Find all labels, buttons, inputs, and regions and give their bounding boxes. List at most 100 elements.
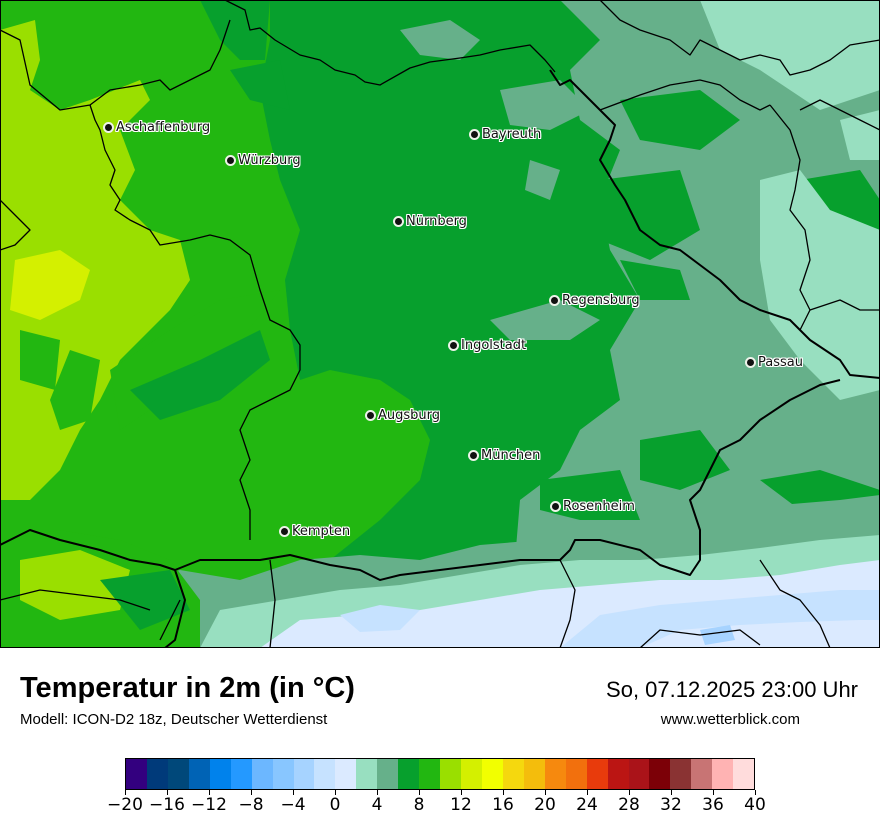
temperature-map: Aschaffenburg Würzburg Bayreuth Nürnberg… [0,0,880,648]
colorbar-tick-label: 24 [576,795,598,815]
city-marker-kempten: Kempten [279,524,350,539]
colorbar-tick [628,790,630,795]
city-label: Regensburg [562,293,640,308]
city-dot-icon [745,357,756,368]
colorbar-tick-label: −4 [280,795,306,815]
colorbar-tick [334,790,336,795]
colorbar-tick [166,790,168,795]
colorbar-tick-label: 36 [702,795,724,815]
city-dot-icon [448,340,459,351]
map-title: Temperatur in 2m (in °C) [20,672,355,704]
colorbar-tick-label: 12 [450,795,472,815]
colorbar-tick-label: −8 [238,795,264,815]
city-label: Ingolstadt [461,338,527,353]
city-marker-wuerzburg: Würzburg [225,153,301,168]
colorbar-segment [481,759,503,789]
colorbar-segment [293,759,315,789]
colorbar-segment [607,759,629,789]
colorbar-segment [377,759,399,789]
colorbar-tick [292,790,294,795]
city-dot-icon [469,129,480,140]
city-dot-icon [279,526,290,537]
colorbar-segment [649,759,671,789]
state-border [0,0,880,648]
city-marker-aschaffenburg: Aschaffenburg [103,120,210,135]
colorbar-segment [314,759,336,789]
city-dot-icon [393,216,404,227]
colorbar-tick [586,790,588,795]
city-label: Nürnberg [406,214,467,229]
colorbar-tick-label: 0 [329,795,341,815]
city-dot-icon [549,295,560,306]
colorbar-tick-label: 20 [534,795,556,815]
colorbar-segment [126,759,147,789]
city-label: Aschaffenburg [116,120,211,135]
colorbar-segment [628,759,650,789]
colorbar-tick-label: 28 [618,795,640,815]
colorbar-segment [544,759,566,789]
colorbar-segment [419,759,441,789]
colorbar-tick [124,790,126,795]
colorbar-tick-label: 40 [744,795,766,815]
colorbar-segment [523,759,545,789]
city-marker-muenchen: München [468,448,540,463]
colorbar-segment [565,759,587,789]
city-label: Passau [758,355,803,370]
colorbar-tick-label: 16 [492,795,514,815]
colorbar-segment [167,759,189,789]
colorbar-segment [502,759,524,789]
colorbar-tick [418,790,420,795]
city-marker-regensburg: Regensburg [549,293,640,308]
city-marker-ingolstadt: Ingolstadt [448,338,526,353]
website-link[interactable]: www.wetterblick.com [660,711,800,728]
colorbar-tick [376,790,378,795]
colorbar-tick [544,790,546,795]
colorbar-segment [335,759,357,789]
colorbar-segment [230,759,252,789]
colorbar-segment [440,759,461,789]
colorbar-tick [712,790,714,795]
city-label: Würzburg [238,153,301,168]
city-label: Augsburg [378,408,441,423]
city-label: München [481,448,541,463]
colorbar [125,758,755,790]
colorbar-segment [272,759,294,789]
city-marker-nuernberg: Nürnberg [393,214,467,229]
city-label: Rosenheim [563,499,635,514]
model-subtitle: Modell: ICON-D2 18z, Deutscher Wetterdie… [20,711,328,728]
city-dot-icon [103,122,114,133]
colorbar-tick [250,790,252,795]
colorbar-tick-label: −16 [149,795,185,815]
valid-datetime: So, 07.12.2025 23:00 Uhr [606,677,858,702]
colorbar-segment [188,759,210,789]
colorbar-tick [208,790,210,795]
city-dot-icon [468,450,479,461]
colorbar-segment [398,759,420,789]
colorbar-tick-label: 8 [413,795,425,815]
colorbar-segment [733,759,755,789]
colorbar-tick-label: 32 [660,795,682,815]
map-canvas [0,0,880,648]
colorbar-tick [670,790,672,795]
colorbar-segment [251,759,273,789]
colorbar-segment [146,759,168,789]
colorbar-segment [209,759,231,789]
colorbar-segment [356,759,378,789]
city-marker-rosenheim: Rosenheim [550,499,635,514]
colorbar-tick-label: −20 [107,795,143,815]
colorbar-segment [461,759,482,789]
colorbar-tick [754,790,756,795]
colorbar-tick-label: 4 [371,795,383,815]
colorbar-tick-label: −12 [191,795,227,815]
colorbar-tick [502,790,504,795]
colorbar-segment [586,759,608,789]
city-marker-augsburg: Augsburg [365,408,440,423]
city-dot-icon [550,501,561,512]
colorbar-segment [691,759,713,789]
colorbar-ticks: −20 −16 −12 −8 −4 0 4 8 12 16 20 24 28 32 36 40 [107,790,766,820]
city-marker-bayreuth: Bayreuth [469,127,541,142]
city-dot-icon [225,155,236,166]
colorbar-tick [460,790,462,795]
colorbar-segment [670,759,692,789]
city-dot-icon [365,410,376,421]
